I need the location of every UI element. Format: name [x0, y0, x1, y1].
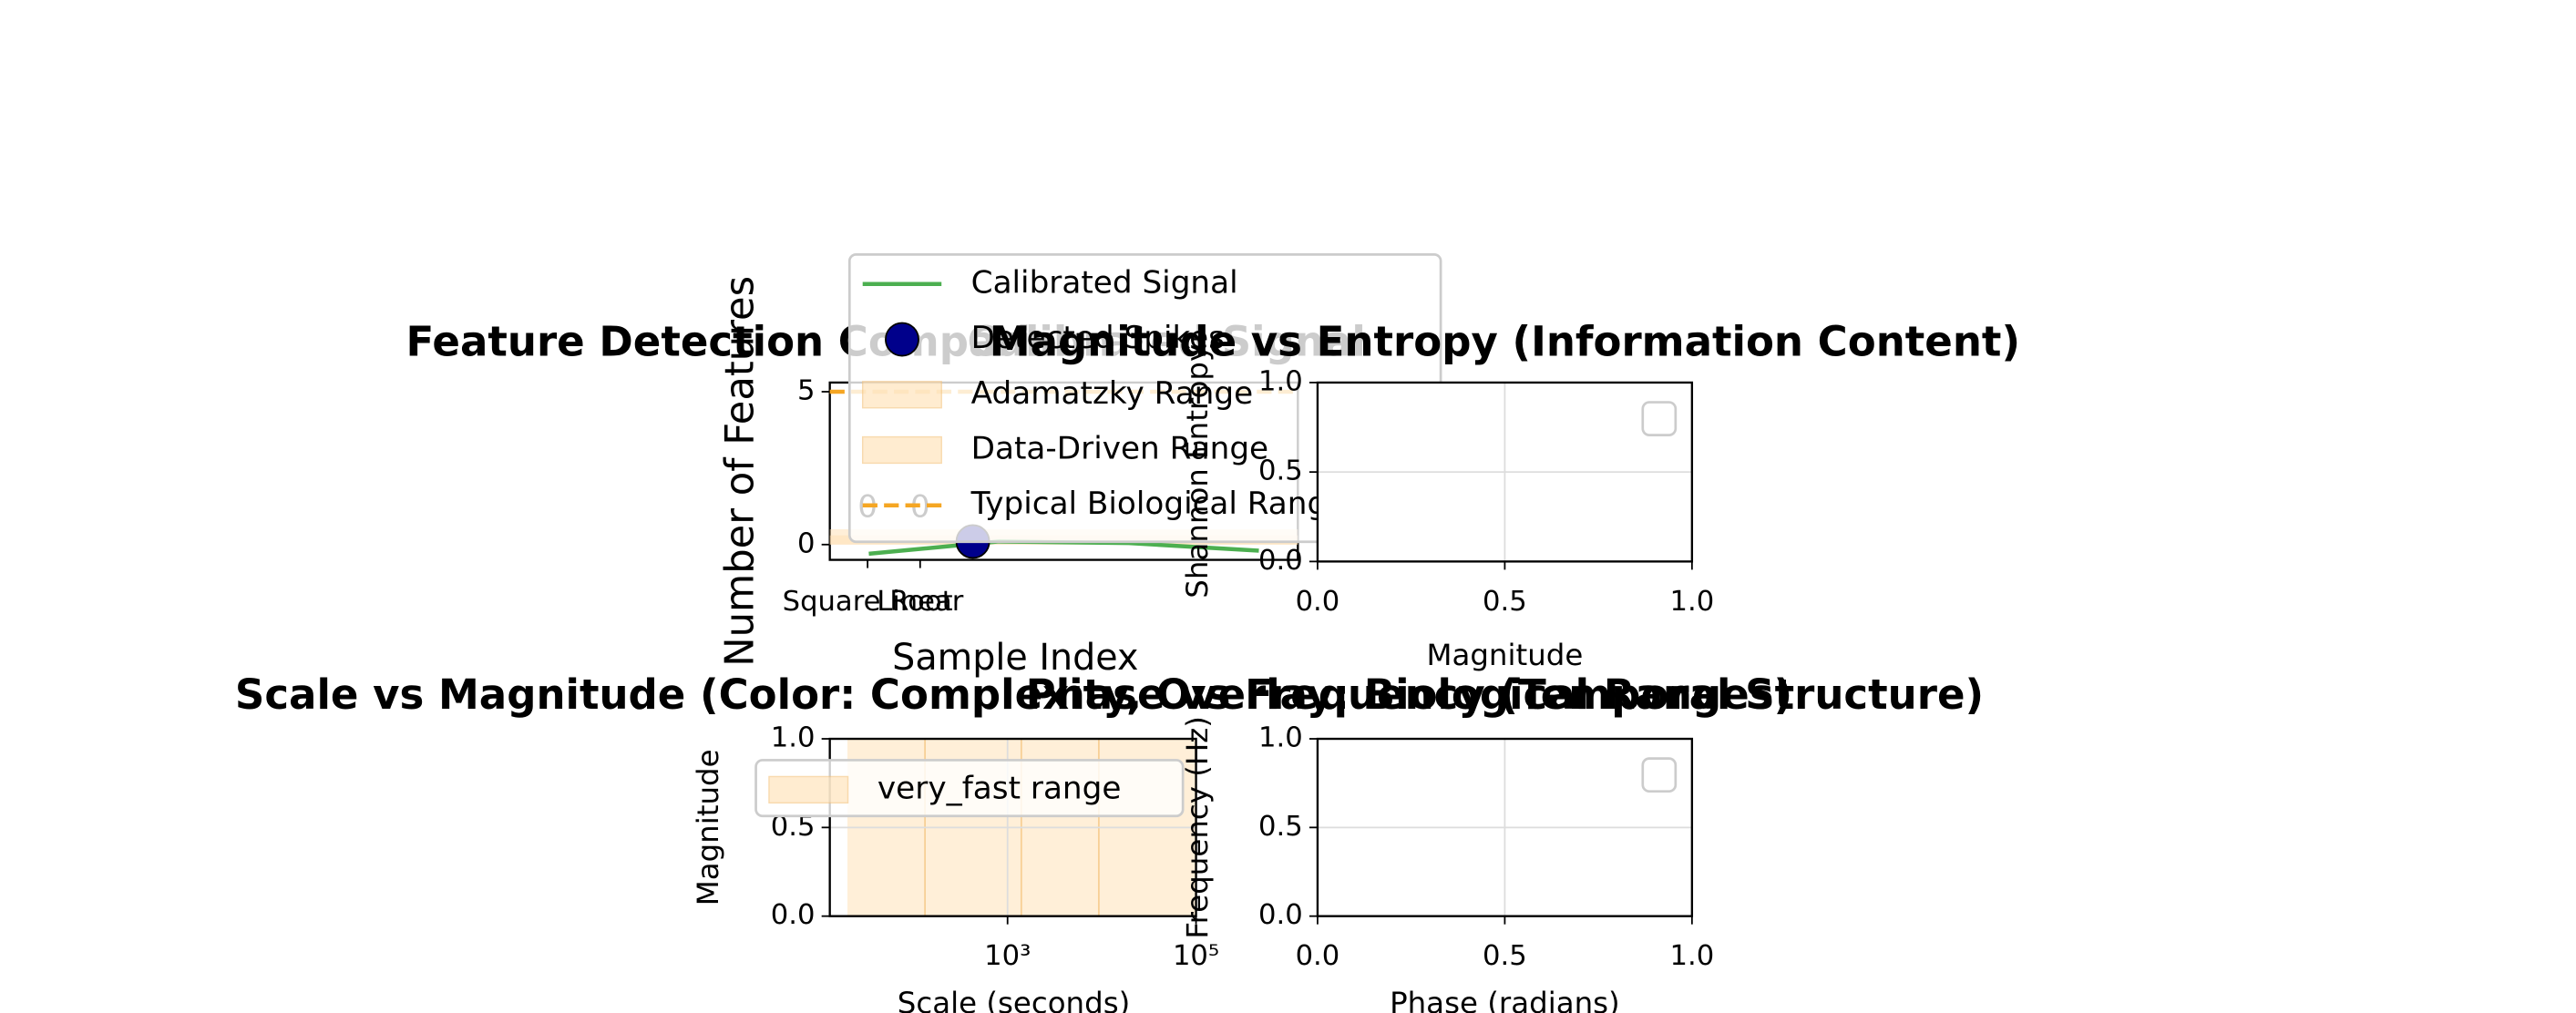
y-axis-label: Frequency (Hz) — [1180, 716, 1215, 939]
legend — [754, 759, 1185, 818]
legend-swatch — [861, 381, 942, 409]
y-tick-label: 5 — [797, 374, 816, 406]
x-tick-label: 10⁵ — [1173, 940, 1219, 972]
y-tick-label: 0.5 — [1258, 811, 1303, 843]
y-tick-label: 0.0 — [771, 899, 816, 931]
y-tick-label: 1.0 — [1258, 365, 1303, 397]
legend-label: Detected Spikes — [971, 320, 1225, 356]
y-tick-label: 0.5 — [1258, 455, 1303, 487]
x-axis-label: Magnitude — [1426, 638, 1583, 672]
legend-label: Calibrated Signal — [971, 264, 1238, 301]
y-axis-label: Magnitude — [691, 749, 725, 906]
y-tick-label: 0.0 — [1258, 899, 1303, 931]
y-axis-label: Shannon Entropy — [1180, 344, 1215, 599]
chart-title: Phase vs Frequency (Temporal Structure) — [1026, 670, 1984, 719]
legend-label: Typical Biological Range — [970, 486, 1347, 522]
x-tick-label: Linear — [877, 586, 964, 618]
legend — [1641, 401, 1678, 436]
chart-title: Scale vs Magnitude (Color: Complexity, O… — [235, 670, 1792, 719]
legend-label: Data-Driven Range — [971, 431, 1268, 467]
legend-swatch — [861, 435, 942, 465]
x-tick-label: 10³ — [984, 940, 1031, 972]
x-axis-label: Sample Index — [892, 637, 1138, 679]
x-tick-label: 0.0 — [1296, 586, 1340, 618]
x-tick-label: 1.0 — [1669, 940, 1714, 972]
legend-swatch — [768, 775, 849, 804]
chart-title: Magnitude vs Entropy (Information Conten… — [990, 317, 2020, 365]
x-axis-label: Phase (radians) — [1390, 986, 1620, 1013]
x-tick-label: 0.5 — [1483, 940, 1527, 972]
axes-frame — [1316, 381, 1694, 563]
y-tick-label: 1.0 — [771, 722, 816, 754]
x-tick-label: 0.5 — [1483, 586, 1527, 618]
y-axis-label: Number of Features — [718, 276, 764, 667]
y-tick-label: 0.0 — [1258, 545, 1303, 577]
axes-frame — [828, 737, 1197, 917]
axes-frame — [1316, 737, 1694, 917]
x-tick-label: Square Root — [783, 586, 953, 618]
legend-swatch — [885, 322, 919, 357]
x-axis-label: Scale (seconds) — [898, 986, 1130, 1013]
x-tick-label: 1.0 — [1669, 586, 1714, 618]
legend-label: very_fast range — [877, 770, 1121, 806]
legend-label: Adamatzky Range — [971, 375, 1254, 412]
y-tick-label: 1.0 — [1258, 722, 1303, 754]
y-tick-label: 0 — [797, 527, 816, 559]
legend — [1641, 757, 1678, 793]
x-tick-label: 0.0 — [1296, 940, 1340, 972]
